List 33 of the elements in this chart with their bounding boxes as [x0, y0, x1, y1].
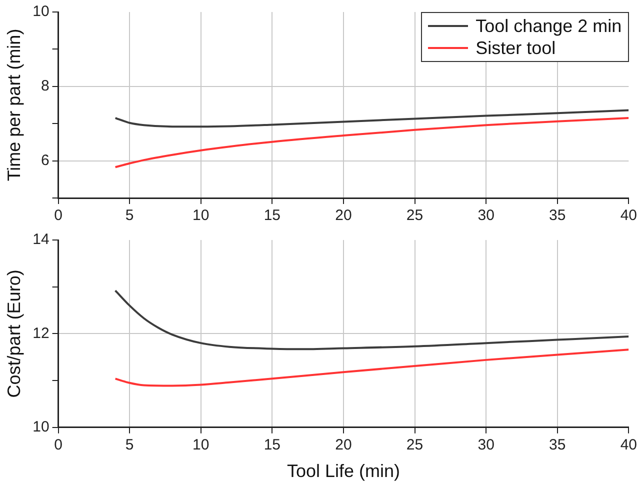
x-tick-label: 0 — [54, 436, 62, 454]
line-series — [114, 117, 629, 168]
x-tick-label: 25 — [406, 436, 424, 454]
x-tick-label: 10 — [192, 207, 210, 224]
x-tick-label: 5 — [125, 436, 134, 454]
line-series — [114, 290, 629, 350]
y-tick-label: 6 — [40, 152, 50, 169]
x-tick-label: 0 — [54, 207, 62, 224]
x-tick-label: 40 — [620, 207, 637, 224]
x-tick-label: 15 — [264, 436, 281, 454]
line-series — [114, 348, 629, 387]
x-tick-label: 40 — [620, 436, 637, 454]
legend-label: Tool change 2 min — [476, 15, 622, 37]
x-tick-label: 30 — [478, 207, 494, 224]
legend-label: Sister tool — [476, 37, 556, 59]
x-tick-label: 10 — [192, 436, 210, 454]
x-tick-label: 5 — [125, 207, 134, 224]
y-axis-title: Time per part (min) — [4, 28, 24, 182]
x-tick-label: 35 — [549, 207, 566, 224]
y-tick-label: 10 — [32, 3, 50, 20]
x-axis-title: Tool Life (min) — [286, 461, 400, 482]
y-tick-label: 12 — [32, 324, 50, 342]
x-tick-label: 30 — [478, 436, 494, 454]
x-tick-label: 15 — [264, 207, 281, 224]
x-tick-label: 35 — [549, 436, 566, 454]
y-tick-label: 8 — [40, 78, 50, 95]
line-series — [114, 109, 629, 128]
y-axis-title: Cost/part (Euro) — [4, 270, 24, 398]
y-tick-label: 14 — [32, 231, 50, 248]
y-tick-label: 10 — [32, 418, 50, 436]
x-tick-label: 25 — [406, 207, 424, 224]
x-tick-label: 20 — [335, 207, 352, 224]
x-tick-label: 20 — [335, 436, 352, 454]
